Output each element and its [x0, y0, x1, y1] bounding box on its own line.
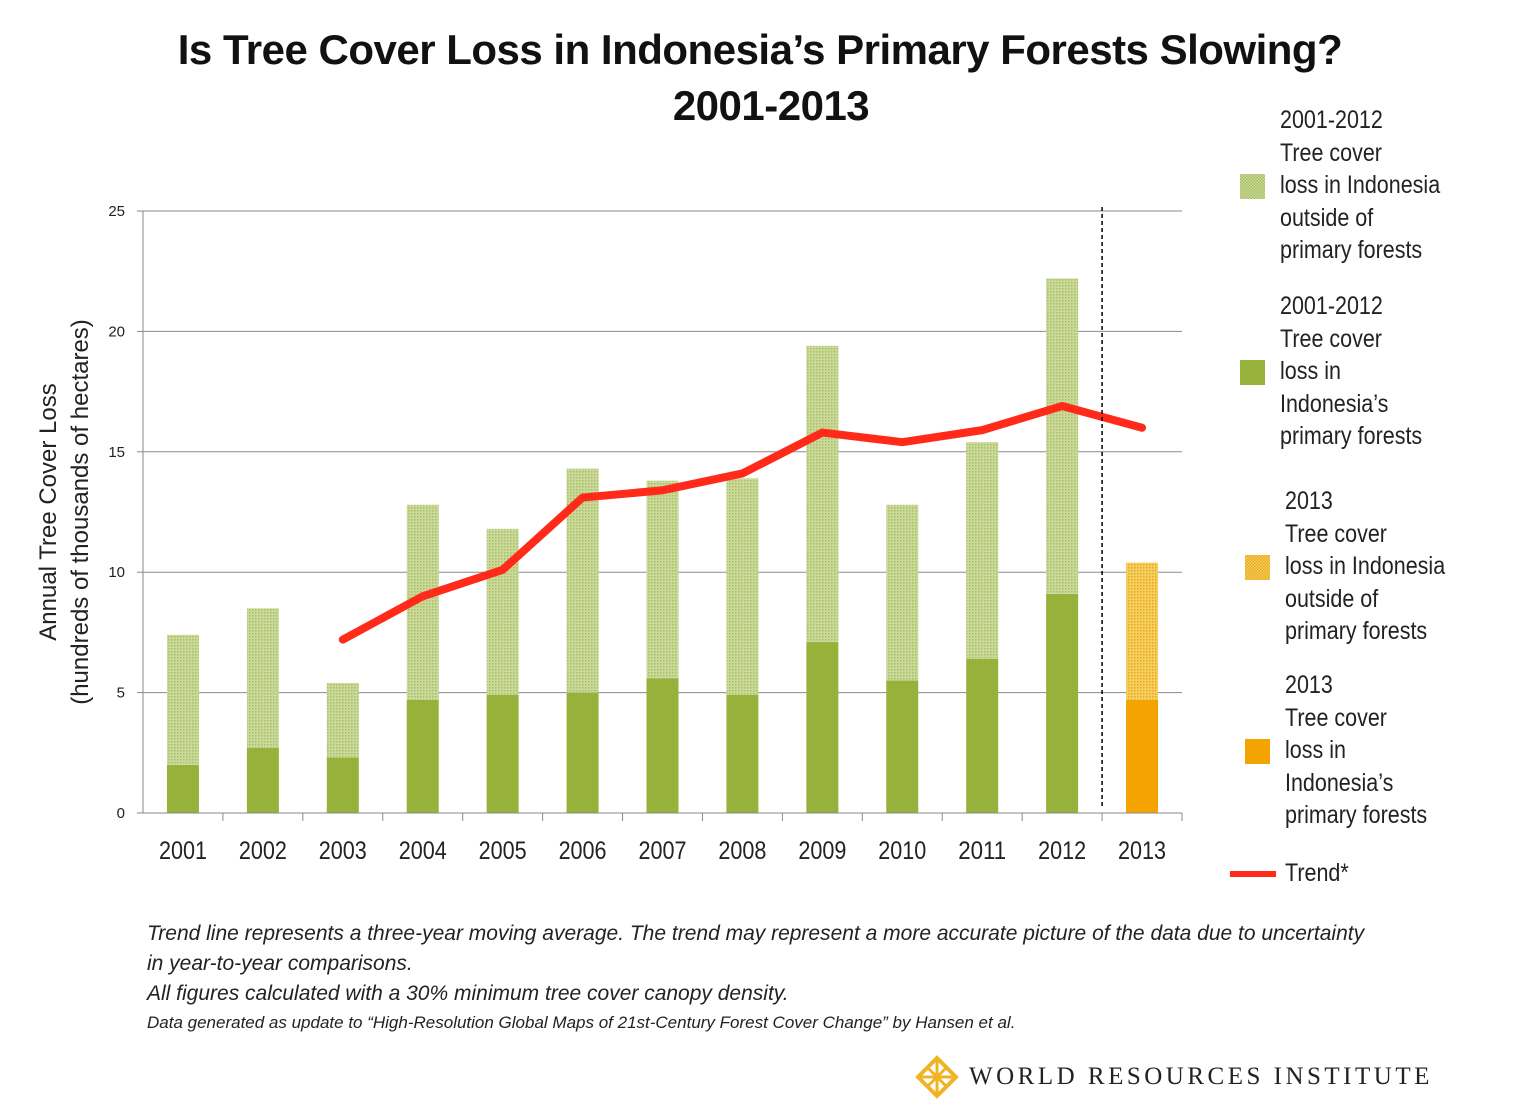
legend-swatch — [1245, 555, 1270, 580]
legend-label: primary forests — [1285, 615, 1445, 648]
y-axis-label: Annual Tree Cover Loss — [35, 383, 62, 640]
bar-primary-2002 — [247, 748, 279, 813]
legend-label: Tree cover — [1280, 323, 1422, 356]
bar-outside-2002 — [247, 608, 279, 748]
legend-label: 2013 — [1285, 485, 1445, 518]
x-tick-label: 2001 — [159, 837, 207, 865]
legend-label: primary forests — [1280, 420, 1422, 453]
bar-primary-2006 — [567, 693, 599, 813]
legend-label: Tree cover — [1285, 518, 1445, 551]
legend-label: Indonesia’s — [1280, 388, 1422, 421]
legend-swatch — [1240, 174, 1265, 199]
bar-outside-2012 — [1046, 278, 1078, 593]
y-tick-label: 0 — [117, 805, 125, 822]
legend-label: loss in — [1285, 734, 1427, 767]
y-axis-label-units: (hundreds of thousands of hectares) — [67, 319, 94, 705]
bar-primary-2010 — [886, 681, 918, 813]
bar-outside-2001 — [167, 635, 199, 765]
legend-label: primary forests — [1285, 799, 1427, 832]
bar-primary-2003 — [327, 758, 359, 813]
bar-primary-2007 — [647, 678, 679, 813]
bar-primary-2008 — [726, 695, 758, 813]
x-tick-label: 2005 — [479, 837, 527, 865]
legend-label: Tree cover — [1285, 702, 1427, 735]
bar-primary-2004 — [407, 700, 439, 813]
x-tick-label: 2004 — [399, 837, 447, 865]
bar-primary-2005 — [487, 695, 519, 813]
legend-label: 2001-2012 — [1280, 290, 1422, 323]
bar-outside-2008 — [726, 478, 758, 695]
legend-label: Trend* — [1285, 857, 1349, 890]
x-tick-label: 2011 — [958, 837, 1006, 865]
y-tick-label: 15 — [108, 444, 125, 461]
legend-swatch-trend — [1230, 871, 1276, 877]
legend-label: 2013 — [1285, 669, 1427, 702]
bar-primary-2001 — [167, 765, 199, 813]
legend-swatch — [1245, 739, 1270, 764]
bar-outside-2007 — [647, 481, 679, 678]
bar-primary-2013 — [1126, 700, 1158, 813]
footnote-4: Data generated as update to “High-Resolu… — [147, 1013, 1015, 1033]
bar-primary-2011 — [966, 659, 998, 813]
legend-item: Trend* — [1285, 857, 1359, 890]
bar-outside-2005 — [487, 529, 519, 695]
y-tick-label: 10 — [108, 564, 125, 581]
footnote-2: in year-to-year comparisons. — [147, 952, 413, 976]
legend-label: loss in Indonesia — [1280, 169, 1440, 202]
bar-outside-2011 — [966, 442, 998, 659]
legend-label: loss in Indonesia — [1285, 550, 1445, 583]
x-tick-label: 2006 — [559, 837, 607, 865]
legend-label: outside of — [1280, 202, 1440, 235]
y-tick-label: 20 — [108, 323, 125, 340]
x-tick-label: 2008 — [718, 837, 766, 865]
x-tick-label: 2012 — [1038, 837, 1086, 865]
x-tick-label: 2002 — [239, 837, 287, 865]
bar-primary-2012 — [1046, 594, 1078, 813]
wri-knot-icon — [915, 1055, 959, 1099]
y-tick-label: 5 — [117, 685, 125, 702]
legend-label: primary forests — [1280, 234, 1440, 267]
x-tick-label: 2010 — [878, 837, 926, 865]
x-tick-label: 2009 — [798, 837, 846, 865]
bar-outside-2010 — [886, 505, 918, 681]
x-tick-label: 2007 — [639, 837, 687, 865]
legend-label: Tree cover — [1280, 137, 1440, 170]
wri-logo-text: WORLD RESOURCES INSTITUTE — [969, 1063, 1433, 1091]
bar-primary-2009 — [806, 642, 838, 813]
footnote-1: Trend line represents a three-year movin… — [147, 922, 1364, 946]
bar-outside-2013 — [1126, 563, 1158, 700]
legend-label: 2001-2012 — [1280, 104, 1440, 137]
x-tick-label: 2003 — [319, 837, 367, 865]
wri-logo: WORLD RESOURCES INSTITUTE — [915, 1055, 1433, 1099]
y-tick-label: 25 — [108, 203, 125, 220]
legend-swatch — [1240, 360, 1265, 385]
footnote-3: All figures calculated with a 30% minimu… — [147, 982, 789, 1006]
legend-label: outside of — [1285, 583, 1445, 616]
x-tick-label: 2013 — [1118, 837, 1166, 865]
bar-outside-2009 — [806, 346, 838, 642]
legend-label: Indonesia’s — [1285, 767, 1427, 800]
bar-outside-2003 — [327, 683, 359, 758]
legend-label: loss in — [1280, 355, 1422, 388]
